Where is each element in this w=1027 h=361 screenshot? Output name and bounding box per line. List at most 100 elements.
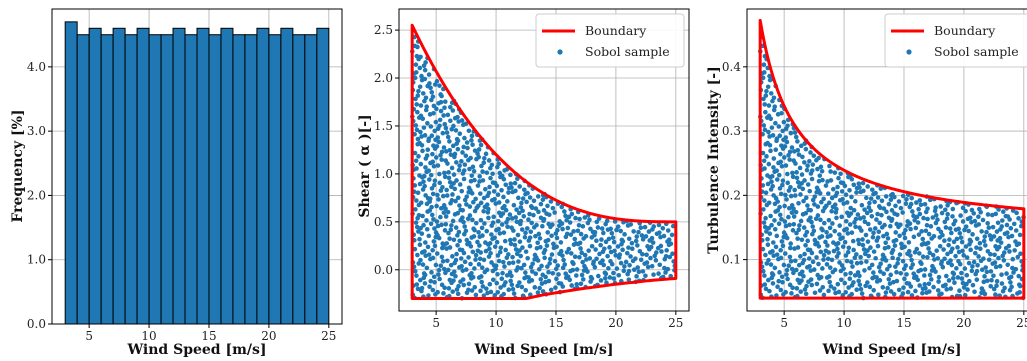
sample-point [503, 182, 509, 188]
sample-point [915, 220, 921, 225]
sample-point [574, 273, 579, 278]
sample-point [976, 254, 981, 259]
x-tick-label: 15 [896, 316, 911, 330]
sample-point [991, 273, 996, 279]
sample-point [783, 192, 788, 198]
sample-point [983, 243, 988, 248]
sample-point [449, 165, 455, 171]
sample-point [430, 287, 436, 293]
sample-point [868, 245, 873, 250]
sample-point [767, 73, 772, 79]
sample-point [790, 174, 796, 180]
sample-point [805, 182, 811, 187]
sample-point [781, 262, 787, 268]
sample-point [421, 179, 426, 185]
sample-point [809, 176, 815, 182]
sample-point [477, 243, 482, 248]
sample-point [506, 260, 512, 266]
sample-point [447, 236, 452, 241]
sample-point [783, 135, 789, 140]
sample-point [439, 157, 444, 162]
sample-point [447, 139, 452, 144]
sample-point [531, 198, 537, 204]
sample-point [874, 275, 879, 280]
sample-point [432, 128, 438, 134]
sample-point [958, 213, 963, 218]
sample-point [805, 163, 810, 169]
sample-point [466, 255, 471, 260]
sample-point [872, 226, 878, 231]
sample-point [460, 268, 466, 273]
sample-point [796, 152, 802, 157]
sample-point [527, 235, 533, 240]
sample-point [963, 224, 969, 229]
histogram-bar [316, 27, 330, 325]
sample-point [443, 206, 448, 212]
sample-point [782, 219, 788, 224]
sample-point [894, 212, 900, 218]
sample-point [439, 254, 445, 260]
sample-point [492, 180, 498, 186]
sample-point [489, 197, 495, 203]
sample-point [445, 112, 451, 118]
sample-point [760, 75, 766, 81]
sample-point [825, 243, 830, 248]
sample-point [774, 252, 780, 257]
sample-point [835, 281, 841, 287]
y-tick-label: 0.3 [722, 124, 741, 138]
sample-point [923, 228, 929, 234]
sample-point [493, 201, 499, 206]
boundary-line [758, 18, 1026, 300]
sample-point [488, 175, 493, 181]
sample-point [472, 227, 477, 233]
sample-point [897, 233, 902, 239]
sample-point [517, 248, 522, 253]
sample-point [473, 196, 478, 202]
sample-point [786, 152, 791, 158]
sample-point [436, 267, 442, 273]
sample-point [834, 254, 840, 259]
sample-point [427, 208, 433, 213]
sample-point [803, 146, 809, 152]
sample-point [922, 267, 928, 272]
sample-point [902, 276, 907, 282]
sample-point [451, 278, 456, 283]
sample-point [448, 152, 454, 157]
x-axis-label: Wind Speed [m/s] [126, 342, 266, 358]
sample-point [972, 250, 978, 256]
sample-point [989, 212, 995, 218]
sample-point [812, 290, 818, 296]
sample-point [416, 229, 421, 234]
sample-point [527, 211, 532, 217]
sample-point [415, 136, 421, 142]
sample-point [916, 232, 922, 237]
sample-point [421, 222, 426, 228]
sample-point [834, 215, 839, 221]
sample-point [417, 236, 422, 242]
sample-point [787, 222, 792, 228]
sample-point [495, 253, 501, 258]
sample-point [612, 248, 617, 254]
sample-point [414, 127, 420, 133]
sample-point [845, 249, 851, 255]
sample-point [786, 205, 792, 211]
sample-point [617, 252, 623, 257]
sample-point [435, 289, 440, 295]
sample-point [928, 224, 934, 229]
sample-point [476, 229, 481, 235]
sample-point [423, 165, 428, 170]
x-tick-label: 20 [956, 316, 971, 330]
sample-point [480, 169, 485, 174]
sample-point [598, 278, 604, 283]
sample-point [438, 188, 444, 193]
sample-point [521, 213, 527, 219]
sample-point [414, 224, 420, 230]
sample-point [659, 249, 664, 254]
sample-point [840, 244, 846, 249]
sample-point [920, 290, 925, 296]
legend-label-boundary: Boundary [934, 23, 996, 38]
sample-point [423, 240, 428, 245]
sample-point [506, 190, 511, 195]
sample-point [413, 207, 418, 212]
sample-point [594, 256, 599, 262]
